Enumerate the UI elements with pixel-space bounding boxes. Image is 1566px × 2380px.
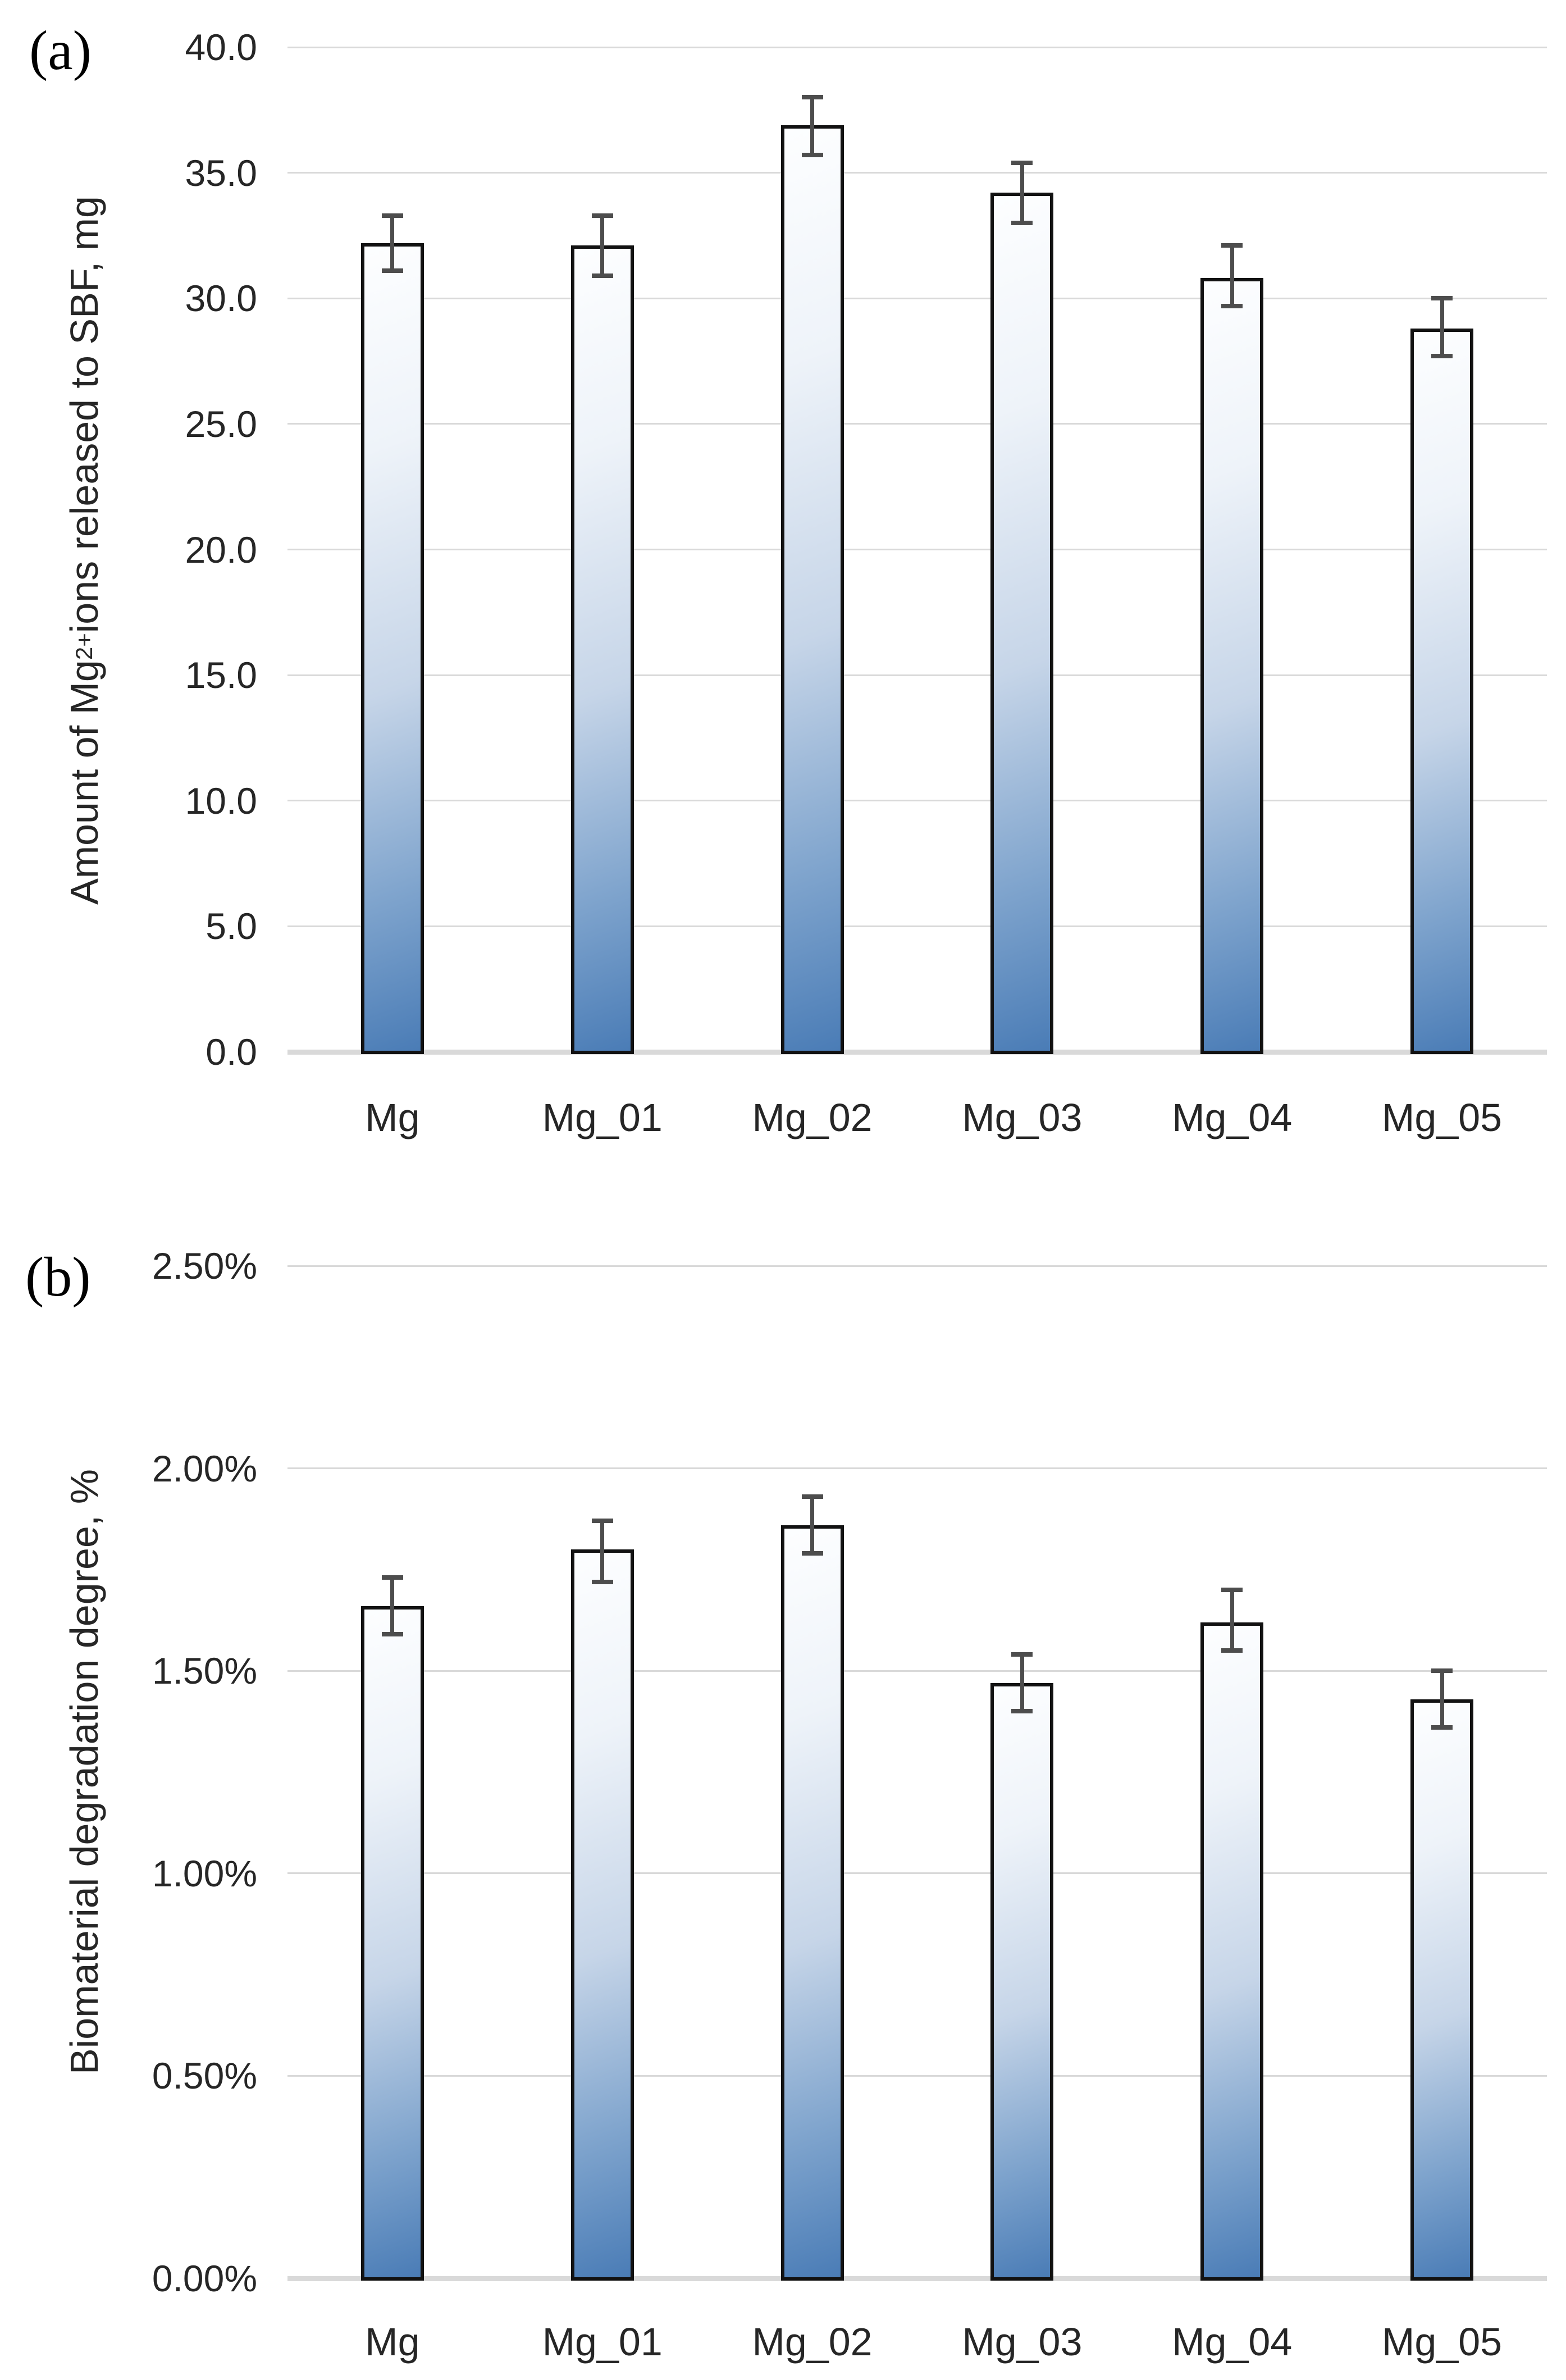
panel-b-y-axis-title-text: Biomaterial degradation degree, % — [62, 1469, 106, 2074]
gridline — [287, 1467, 1547, 1470]
error-bar-cap-bottom-Mg_04 — [1221, 303, 1243, 308]
error-bar-cap-bottom-Mg — [381, 1632, 403, 1637]
gridline — [287, 46, 1547, 48]
error-bar-line-Mg_04 — [1230, 245, 1234, 306]
x-category-label-Mg_05: Mg_05 — [1382, 2320, 1503, 2364]
y-tick-label: 20.0 — [185, 528, 257, 571]
gridline — [287, 2074, 1547, 2077]
y-tick-label: 35.0 — [185, 152, 257, 194]
error-bar-cap-top-Mg — [381, 1575, 403, 1580]
gridline — [287, 1265, 1547, 1267]
y-tick-label: 40.0 — [185, 26, 257, 68]
bar-Mg_04 — [1200, 278, 1264, 1054]
x-category-label-Mg_02: Mg_02 — [752, 1096, 873, 1139]
y-tick-label: 2.50% — [152, 1245, 257, 1287]
error-bar-cap-top-Mg_01 — [591, 213, 613, 218]
bar-Mg_04 — [1200, 1622, 1264, 2281]
y-tick-label: 30.0 — [185, 277, 257, 320]
gridline — [287, 925, 1547, 927]
panel-b-y-axis-title: Biomaterial degradation degree, % — [48, 1210, 121, 2333]
error-bar-cap-top-Mg_05 — [1431, 1668, 1453, 1674]
error-bar-cap-bottom-Mg_05 — [1431, 1725, 1453, 1730]
error-bar-cap-bottom-Mg_03 — [1011, 221, 1033, 226]
bar-Mg — [360, 1606, 424, 2281]
panel-b-label: (b) — [25, 1246, 91, 1308]
bar-Mg_03 — [990, 193, 1054, 1054]
error-bar-cap-top-Mg_04 — [1221, 1587, 1243, 1592]
error-bar-cap-bottom-Mg — [381, 268, 403, 273]
error-bar-cap-top-Mg_02 — [801, 95, 823, 100]
gridline — [287, 1670, 1547, 1672]
bar-Mg_01 — [570, 1549, 634, 2281]
error-bar-line-Mg_02 — [810, 1497, 815, 1554]
bar-Mg_01 — [570, 245, 634, 1054]
x-category-label-Mg_03: Mg_03 — [962, 1096, 1083, 1139]
x-category-label-Mg_03: Mg_03 — [962, 2320, 1083, 2364]
error-bar-cap-bottom-Mg_02 — [801, 153, 823, 158]
bar-Mg_03 — [990, 1683, 1054, 2281]
bar-Mg_05 — [1410, 1699, 1474, 2281]
x-category-label-Mg_05: Mg_05 — [1382, 1096, 1503, 1139]
error-bar-cap-top-Mg_03 — [1011, 160, 1033, 165]
x-axis-line — [287, 2276, 1547, 2281]
y-tick-label: 15.0 — [185, 654, 257, 696]
bar-Mg_02 — [780, 125, 844, 1054]
y-tick-label: 0.50% — [152, 2055, 257, 2097]
x-axis-line — [287, 1050, 1547, 1055]
error-bar-line-Mg — [390, 1577, 395, 1635]
error-bar-cap-top-Mg_05 — [1431, 296, 1453, 301]
error-bar-cap-top-Mg_03 — [1011, 1652, 1033, 1657]
x-category-label-Mg: Mg — [365, 1096, 420, 1139]
error-bar-cap-top-Mg_01 — [591, 1519, 613, 1524]
bar-Mg — [360, 243, 424, 1054]
bar-Mg_02 — [780, 1525, 844, 2281]
x-category-label-Mg_01: Mg_01 — [542, 1096, 663, 1139]
gridline — [287, 297, 1547, 299]
y-tick-label: 0.00% — [152, 2258, 257, 2299]
y-tick-label: 5.0 — [206, 905, 257, 947]
gridline — [287, 549, 1547, 550]
x-category-label-Mg_04: Mg_04 — [1172, 2320, 1293, 2364]
panel-a-label: (a) — [29, 19, 92, 81]
error-bar-line-Mg_01 — [600, 1521, 605, 1582]
y-tick-label: 1.00% — [152, 1852, 257, 1894]
error-bar-line-Mg_05 — [1440, 1671, 1444, 1728]
error-bar-line-Mg_03 — [1020, 162, 1024, 224]
error-bar-cap-bottom-Mg_05 — [1431, 354, 1453, 359]
error-bar-cap-top-Mg_04 — [1221, 243, 1243, 248]
error-bar-line-Mg — [390, 215, 395, 271]
x-category-label-Mg_02: Mg_02 — [752, 2320, 873, 2364]
bar-Mg_05 — [1410, 328, 1474, 1054]
y-tick-label: 0.0 — [206, 1031, 257, 1073]
gridline — [287, 172, 1547, 174]
error-bar-cap-bottom-Mg_01 — [591, 273, 613, 278]
error-bar-line-Mg_05 — [1440, 298, 1444, 357]
gridline — [287, 1872, 1547, 1875]
error-bar-cap-bottom-Mg_01 — [591, 1579, 613, 1584]
x-category-label-Mg_04: Mg_04 — [1172, 1096, 1293, 1139]
error-bar-line-Mg_03 — [1020, 1654, 1024, 1712]
x-category-label-Mg: Mg — [365, 2320, 420, 2364]
error-bar-cap-bottom-Mg_02 — [801, 1551, 823, 1556]
y-tick-label: 10.0 — [185, 779, 257, 822]
gridline — [287, 674, 1547, 676]
gridline — [287, 800, 1547, 802]
error-bar-line-Mg_04 — [1230, 1589, 1234, 1651]
error-bar-cap-top-Mg — [381, 213, 403, 218]
y-tick-label: 2.00% — [152, 1447, 257, 1489]
error-bar-line-Mg_02 — [810, 97, 815, 156]
y-tick-label: 25.0 — [185, 403, 257, 445]
gridline — [287, 423, 1547, 425]
y-tick-label: 1.50% — [152, 1650, 257, 1692]
error-bar-cap-bottom-Mg_03 — [1011, 1709, 1033, 1714]
error-bar-cap-top-Mg_02 — [801, 1494, 823, 1499]
error-bar-line-Mg_01 — [600, 215, 605, 276]
error-bar-cap-bottom-Mg_04 — [1221, 1648, 1243, 1653]
x-category-label-Mg_01: Mg_01 — [542, 2320, 663, 2364]
